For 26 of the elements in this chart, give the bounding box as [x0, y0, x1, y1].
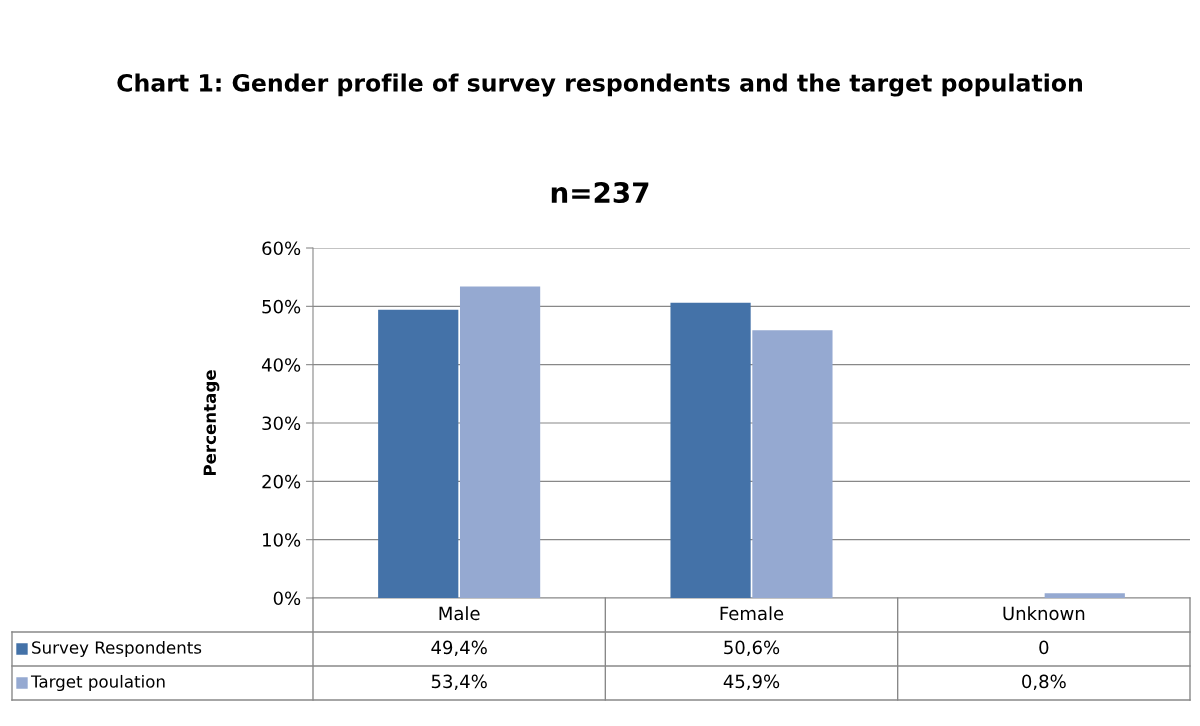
y-tick-label: 10%: [263, 533, 301, 547]
x-tick-label: Unknown: [1003, 606, 1085, 621]
chart-subtitle: n=237: [551, 182, 649, 204]
legend-label: Target poulation: [30, 674, 165, 692]
y-tick-label: 50%: [262, 299, 301, 314]
y-tick-label: 20%: [262, 474, 301, 489]
y-tick-label: 0%: [273, 591, 301, 606]
data-label: 45,9%: [723, 674, 780, 691]
legend-label: Survey Respondents: [32, 640, 202, 658]
bar: [378, 309, 459, 598]
bar: [670, 302, 751, 598]
y-tick-label: 30%: [262, 416, 301, 431]
chart-title: Chart 1: Gender profile of survey respondents and the target population: [117, 73, 1082, 97]
y-tick-label: 60%: [262, 241, 301, 256]
data-label: 0: [1039, 640, 1049, 655]
x-tick-label: Male: [439, 606, 480, 621]
data-label: 0,8%: [1022, 674, 1066, 691]
bar: [752, 330, 833, 598]
data-label: 49,4%: [431, 640, 487, 657]
data-label: 50,6%: [724, 640, 780, 657]
bar: [1044, 593, 1125, 598]
y-axis-title: Percentage: [203, 370, 220, 476]
bar: [459, 286, 541, 598]
y-tick-label: 40%: [261, 358, 301, 372]
x-tick-label: Female: [720, 606, 784, 621]
data-label: 53,4%: [431, 674, 487, 691]
